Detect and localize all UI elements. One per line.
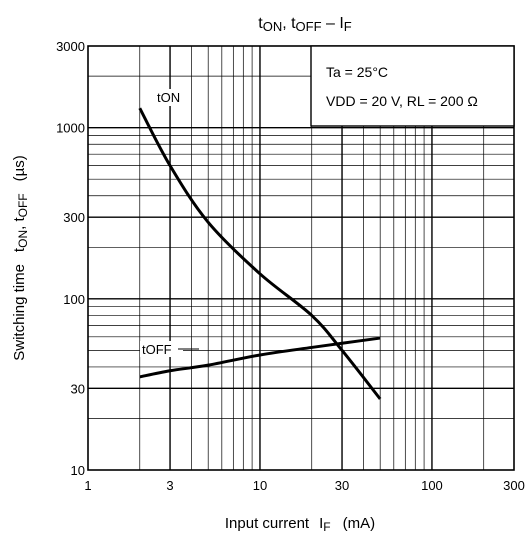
y-tick-label: 3000: [56, 39, 85, 54]
chart-title: tON, tOFF – IF: [258, 15, 352, 34]
series-label-ton-text: tON: [157, 90, 180, 105]
condition-voltage-load: VDD = 20 V, RL = 200 Ω: [326, 93, 478, 109]
y-tick-label: 100: [63, 292, 85, 307]
y-tick-label: 300: [63, 210, 85, 225]
series-label-toff: tOFF: [140, 341, 199, 357]
y-tick-label: 10: [71, 463, 85, 478]
y-axis-label: Switching timetON, tOFF(µs): [11, 155, 30, 361]
x-tick-label: 30: [335, 478, 349, 493]
y-tick-label: 30: [71, 381, 85, 396]
x-tick-label: 1: [84, 478, 91, 493]
y-tick-label: 1000: [56, 121, 85, 136]
series-label-toff-text: tOFF: [142, 342, 172, 357]
plot-frame: [87, 45, 515, 471]
x-tick-label: 3: [166, 478, 173, 493]
series-label-ton: tON: [155, 89, 187, 106]
series-layer: [138, 107, 382, 400]
x-tick-label: 10: [253, 478, 267, 493]
series-line-toff: [139, 336, 381, 379]
x-tick-labels: 1 3 10 30 100 300: [84, 478, 524, 493]
x-axis-label: Input current IF (mA): [225, 515, 375, 534]
series-line-ton: [138, 107, 382, 400]
conditions-box: Ta = 25°C VDD = 20 V, RL = 200 Ω: [310, 45, 515, 127]
x-tick-label: 300: [503, 478, 525, 493]
x-tick-label: 100: [421, 478, 443, 493]
y-tick-labels: 10 30 100 300 1000 3000: [56, 39, 85, 478]
condition-temperature: Ta = 25°C: [326, 64, 388, 80]
